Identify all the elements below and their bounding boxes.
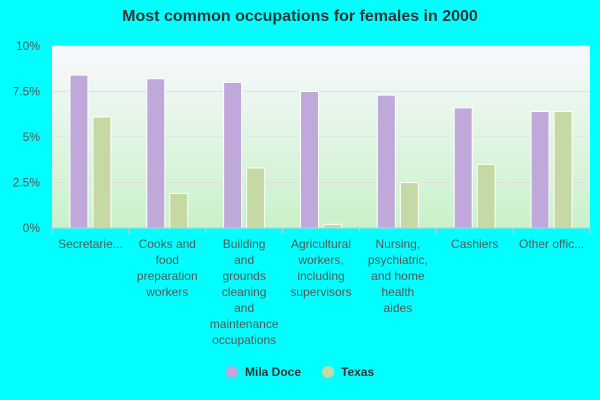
- bar-texas: [399, 182, 419, 229]
- legend-swatch: [226, 366, 238, 378]
- bar-mila-doce: [223, 81, 243, 229]
- legend-label: Mila Doce: [245, 365, 301, 379]
- bar-texas: [246, 167, 266, 229]
- bar-texas: [323, 223, 342, 229]
- bar-mila-doce: [376, 94, 396, 229]
- bar-mila-doce: [453, 107, 473, 229]
- bars: [69, 74, 573, 229]
- x-tick-label: Building and grounds cleaning and maintenance…: [210, 237, 279, 347]
- grid-lines: [52, 45, 590, 183]
- bar-mila-doce: [146, 78, 166, 229]
- x-tick-label: Secretarie...: [58, 237, 123, 251]
- x-tick-label: Cashiers: [451, 237, 498, 251]
- axes: 0% 2.5% 5% 7.5% 10% Secretarie... Cooks and foo…: [13, 39, 591, 347]
- y-tick-label: 0%: [23, 221, 41, 235]
- x-tick-label: Cooks and food preparation workers: [137, 237, 198, 299]
- bar-texas: [92, 116, 112, 229]
- legend: Mila Doce Texas: [226, 365, 374, 379]
- x-tick-label: Other offic...: [519, 237, 584, 251]
- bar-mila-doce: [300, 91, 319, 229]
- legend-label: Texas: [341, 365, 374, 379]
- bar-texas: [553, 111, 573, 229]
- bar-mila-doce: [530, 111, 550, 229]
- y-tick-label: 7.5%: [13, 85, 41, 99]
- chart-title: Most common occupations for females in 2…: [122, 8, 478, 25]
- bar-texas: [169, 192, 189, 229]
- x-tick-label: Nursing, psychiatric, and home health aides: [368, 237, 428, 315]
- y-tick-label: 2.5%: [13, 176, 41, 190]
- x-tick-label: Agricultural workers, including supervisors: [290, 237, 351, 299]
- legend-swatch: [322, 366, 334, 378]
- y-tick-label: 5%: [23, 130, 41, 144]
- bar-texas: [476, 163, 496, 229]
- bar-mila-doce: [69, 74, 89, 229]
- y-tick-label: 10%: [16, 39, 40, 53]
